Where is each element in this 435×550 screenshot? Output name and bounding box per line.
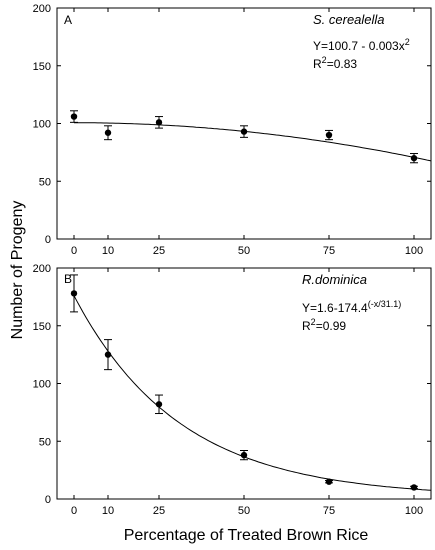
panel-b-fit xyxy=(73,295,432,491)
panel-a-equation-exp: 2 xyxy=(405,37,410,47)
panel-b: 0 10 25 50 75 100 0 50 100 150 200 B R.dominica Y… xyxy=(33,263,432,517)
data-point xyxy=(325,478,333,485)
panel-a-species: S. cerealella xyxy=(313,12,385,27)
y-axis-title: Number of Progeny xyxy=(9,201,26,340)
y-tick-label: 200 xyxy=(33,263,51,275)
panel-b-letter: B xyxy=(64,272,72,286)
panel-b-markers xyxy=(70,274,418,491)
panel-b-r2-value: =0.99 xyxy=(316,319,347,333)
y-tick-label: 200 xyxy=(33,3,51,15)
x-tick-label: 10 xyxy=(102,505,114,517)
x-tick-label: 50 xyxy=(238,245,250,257)
panel-a-r2-sup: 2 xyxy=(322,55,327,65)
data-point xyxy=(104,129,112,136)
panel-a-equation: Y=100.7 - 0.003x2 xyxy=(313,37,410,53)
x-tick-label: 75 xyxy=(323,505,335,517)
data-point xyxy=(104,351,112,358)
x-tick-label: 0 xyxy=(71,245,77,257)
data-point xyxy=(325,131,333,139)
panel-a-letter: A xyxy=(64,13,72,27)
x-tick-label: 25 xyxy=(153,505,165,517)
panel-b-r2-sup: 2 xyxy=(311,317,316,327)
panel-b-species: R.dominica xyxy=(302,272,367,287)
y-tick-label: 0 xyxy=(45,234,51,246)
panel-a-y-ticks: 0 50 100 150 200 xyxy=(33,3,431,246)
y-tick-label: 50 xyxy=(39,436,51,448)
panel-b-y-ticks: 0 50 100 150 200 xyxy=(33,263,431,506)
panel-b-equation-exp: (-x/31.1) xyxy=(368,299,402,309)
y-tick-label: 100 xyxy=(33,379,51,391)
panel-b-equation-main: Y=1.6-174.4 xyxy=(302,301,368,315)
panel-a: 0 10 25 50 75 100 0 50 100 150 200 A S. cerealell… xyxy=(33,3,432,257)
data-point xyxy=(240,128,248,135)
y-tick-label: 50 xyxy=(39,176,51,188)
panel-a-equation-main: Y=100.7 - 0.003x xyxy=(313,39,405,53)
panel-b-equation: Y=1.6-174.4(-x/31.1) xyxy=(302,299,401,315)
panel-a-r2: R2=0.83 xyxy=(313,55,357,71)
data-point xyxy=(70,113,78,120)
y-tick-label: 150 xyxy=(33,321,51,333)
x-axis-title: Percentage of Treated Brown Rice xyxy=(124,527,369,544)
x-tick-label: 25 xyxy=(153,245,165,257)
panel-a-markers xyxy=(70,110,418,164)
x-tick-label: 75 xyxy=(323,245,335,257)
data-point xyxy=(155,119,163,126)
x-tick-label: 100 xyxy=(405,505,423,517)
panel-a-fit xyxy=(74,122,432,162)
y-tick-label: 150 xyxy=(33,61,51,73)
x-tick-label: 100 xyxy=(405,245,423,257)
y-tick-label: 100 xyxy=(33,119,51,131)
panel-b-x-ticks: 0 10 25 50 75 100 xyxy=(71,268,423,517)
y-tick-label: 0 xyxy=(45,494,51,506)
panel-a-fit-line xyxy=(74,122,432,162)
panel-a-r2-prefix: R xyxy=(313,57,322,71)
data-point xyxy=(155,401,163,408)
panel-a-r2-value: =0.83 xyxy=(327,57,358,71)
panel-b-r2-prefix: R xyxy=(302,319,311,333)
x-tick-label: 50 xyxy=(238,505,250,517)
panel-b-r2: R2=0.99 xyxy=(302,317,346,333)
data-point xyxy=(410,484,418,491)
x-tick-label: 0 xyxy=(71,505,77,517)
data-point xyxy=(410,154,418,162)
data-point xyxy=(70,290,78,297)
data-point xyxy=(240,451,248,459)
panel-a-x-ticks: 0 10 25 50 75 100 xyxy=(71,8,423,257)
panel-b-fit-line xyxy=(73,295,432,491)
x-tick-label: 10 xyxy=(102,245,114,257)
